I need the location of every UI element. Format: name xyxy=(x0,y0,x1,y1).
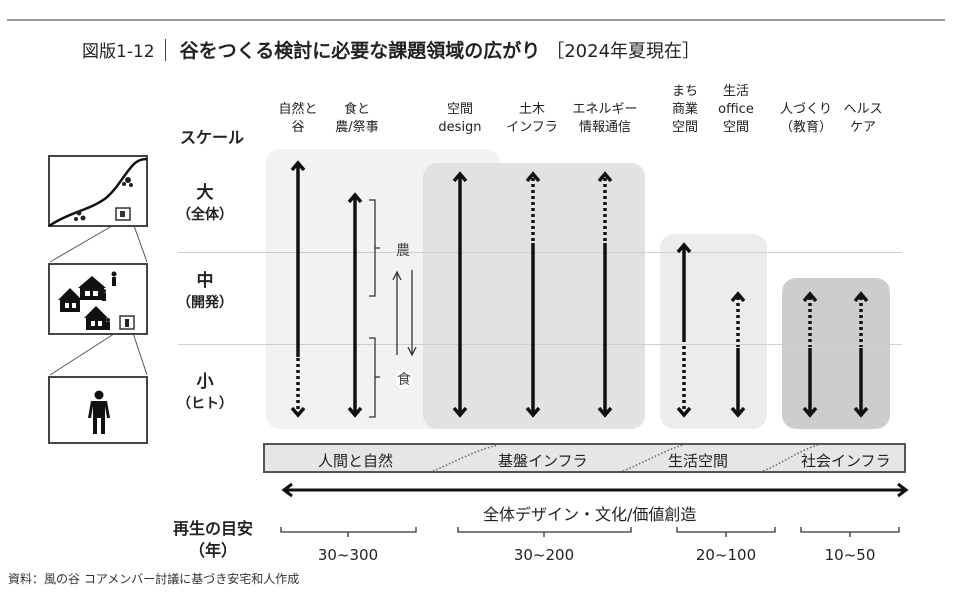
agri-food-brackets xyxy=(369,199,380,418)
scale-level-main: 大 xyxy=(196,183,214,203)
arrow-energy-ict xyxy=(597,171,613,418)
column-header-line: 土木 xyxy=(518,102,545,117)
houses-neighborhood-icon xyxy=(48,263,148,335)
category-band xyxy=(263,443,906,473)
range-base-infra: 30~200 xyxy=(513,546,575,564)
column-header-line: 谷 xyxy=(291,120,305,135)
top-rule xyxy=(7,19,945,21)
arrow-education xyxy=(802,291,818,418)
range-social-infra: 10~50 xyxy=(824,546,876,564)
scale-level-medium: 中 （開発） xyxy=(170,270,240,314)
arrow-healthcare xyxy=(853,291,869,418)
column-header-line: 情報通信 xyxy=(578,120,631,135)
column-header-line: （教育） xyxy=(779,120,832,135)
column-header-line: 空間 xyxy=(446,102,473,117)
column-header-line: 自然と xyxy=(278,102,318,117)
band-dividers xyxy=(432,444,819,472)
zoom-connector-lines xyxy=(49,222,148,376)
column-header-commercial-space: まち 商業 空間 xyxy=(655,83,715,137)
agri-food-cycle-arrows xyxy=(392,270,417,357)
column-header-line: まち xyxy=(671,84,698,99)
column-header-healthcare: ヘルス ケア xyxy=(830,101,896,137)
regeneration-label-line: 再生の目安 xyxy=(172,519,253,538)
column-header-line: インフラ xyxy=(506,120,558,135)
column-header-line: ケア xyxy=(849,120,876,135)
arrow-food-agriculture xyxy=(347,192,363,418)
panel-social-infra xyxy=(782,278,890,429)
panel-living-space xyxy=(660,234,767,429)
regeneration-label-line: （年） xyxy=(188,541,237,560)
title-text: 谷をつくる検討に必要な課題領域の広がり xyxy=(179,40,541,62)
category-base-infra: 基盤インフラ xyxy=(498,452,588,470)
column-header-line: エネルギー xyxy=(572,102,638,117)
column-header-line: 空間 xyxy=(722,120,749,135)
column-header-line: 人づくり xyxy=(779,102,832,117)
column-header-food: 食と 農/祭事 xyxy=(322,101,392,137)
column-header-line: office xyxy=(718,102,754,117)
column-header-line: 食と xyxy=(343,102,370,117)
landscape-overview-icon xyxy=(48,155,148,228)
scale-label: スケール xyxy=(180,128,245,147)
figure-number: 図版1-12 xyxy=(82,42,155,62)
scale-level-main: 中 xyxy=(196,271,214,291)
title-separator xyxy=(164,39,166,61)
figure-title: 図版1-12 谷をつくる検討に必要な課題領域の広がり ［2024年夏現在］ xyxy=(82,36,700,63)
scale-level-sub: （全体） xyxy=(177,207,233,223)
scale-level-main: 小 xyxy=(196,372,214,392)
scale-level-large: 大 （全体） xyxy=(170,182,240,226)
column-header-line: design xyxy=(438,120,482,135)
range-living-space: 20~100 xyxy=(695,546,757,564)
source-note: 資料：風の谷 コアメンバー討議に基づき安宅和人作成 xyxy=(8,572,300,586)
scale-divider-large-medium xyxy=(178,252,902,253)
regeneration-label: 再生の目安 （年） xyxy=(168,518,258,562)
scale-level-sub: （開発） xyxy=(177,295,233,311)
category-human-nature: 人間と自然 xyxy=(318,452,394,470)
column-header-line: 空間 xyxy=(671,120,698,135)
arrow-office-space xyxy=(730,291,746,418)
column-header-space-design: 空間 design xyxy=(425,101,495,137)
column-header-office-space: 生活 office 空間 xyxy=(706,83,766,137)
range-human-nature: 30~300 xyxy=(317,546,379,564)
overall-design-arrow xyxy=(281,482,909,498)
column-header-line: 商業 xyxy=(671,102,698,117)
title-period: ［2024年夏現在］ xyxy=(546,41,701,62)
column-header-line: 農/祭事 xyxy=(335,120,379,135)
column-header-civil-infra: 土木 インフラ xyxy=(497,101,567,137)
column-header-energy-ict: エネルギー 情報通信 xyxy=(565,101,645,137)
arrow-civil-infrastructure xyxy=(525,171,541,418)
category-living-space: 生活空間 xyxy=(668,452,729,470)
scale-illustrations xyxy=(48,155,148,444)
person-icon xyxy=(48,376,148,444)
regeneration-brackets xyxy=(280,527,900,537)
arrow-space-design xyxy=(452,171,468,418)
column-header-line: ヘルス xyxy=(843,102,883,117)
category-social-infra: 社会インフラ xyxy=(801,452,891,470)
column-header-nature: 自然と 谷 xyxy=(268,101,328,137)
scale-level-small: 小 （ヒト） xyxy=(170,371,240,415)
scale-divider-medium-small xyxy=(178,344,902,345)
arrow-commercial-space xyxy=(676,242,692,418)
scale-level-sub: （ヒト） xyxy=(177,396,233,412)
overall-design-caption: 全体デザイン・文化/価値創造 xyxy=(483,505,697,524)
arrow-nature-valley xyxy=(290,160,306,418)
column-header-line: 生活 xyxy=(722,84,749,99)
food-label: 食 xyxy=(396,369,412,389)
column-header-education: 人づくり （教育） xyxy=(771,101,841,137)
agri-label: 農 xyxy=(396,240,410,260)
